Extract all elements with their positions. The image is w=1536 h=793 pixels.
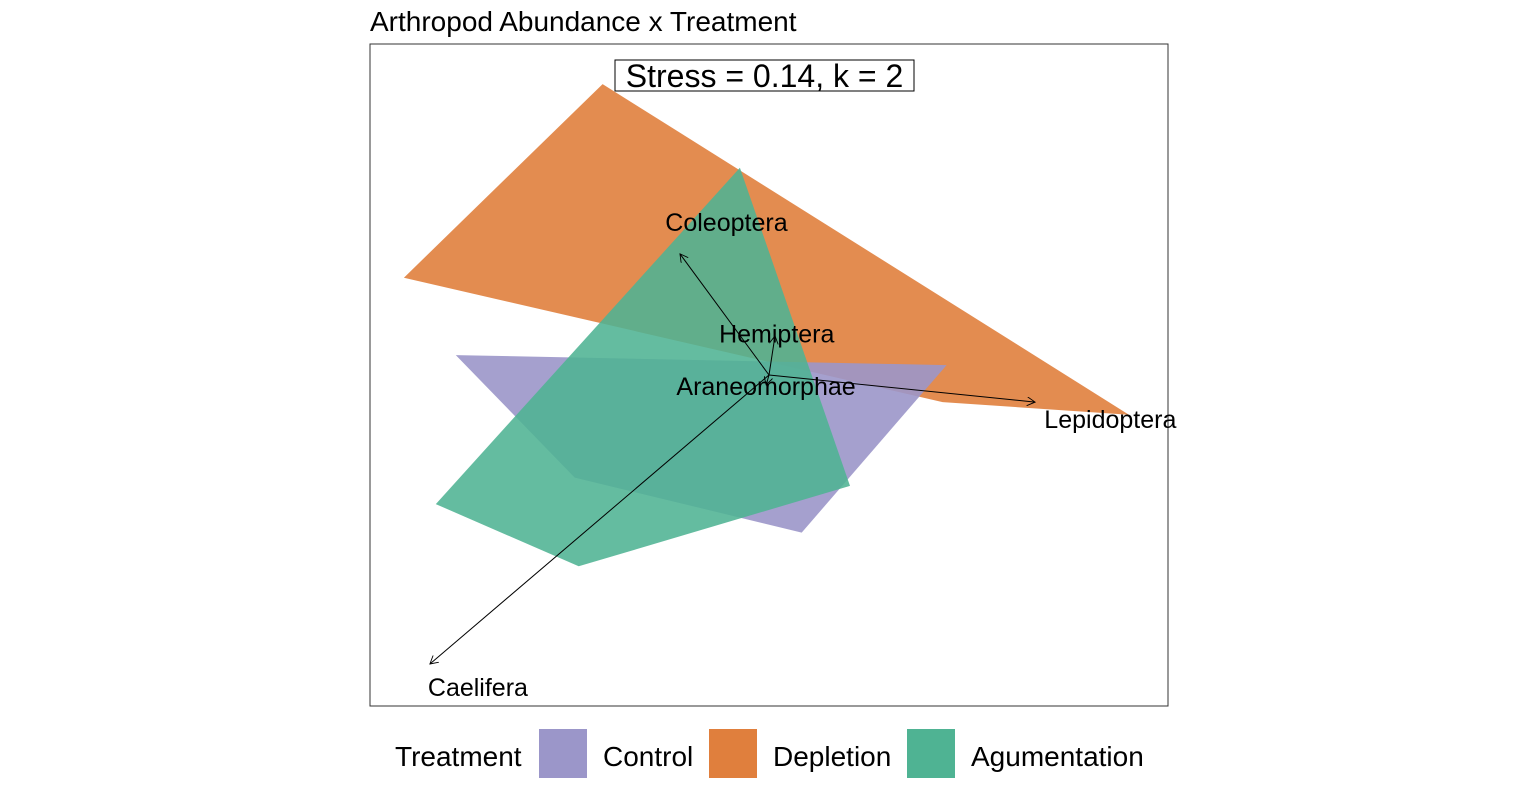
legend-swatch-agumentation: [907, 729, 955, 778]
legend-label-control: Control: [603, 741, 693, 772]
vector-label-lepidoptera: Lepidoptera: [1044, 406, 1176, 434]
stress-box: [614, 59, 915, 92]
vector-label-layer: Coleoptera Hemiptera Lepidoptera Araneomorp…: [428, 209, 1177, 702]
vector-label-caelifera: Caelifera: [428, 674, 528, 702]
vector-caelifera: [430, 374, 770, 664]
hull-agumentation: [435, 167, 850, 567]
stress-label: Stress = 0.14, k = 2: [626, 58, 903, 94]
vector-coleoptera: [680, 254, 770, 376]
legend-swatch-control: [539, 729, 587, 778]
vector-label-coleoptera: Coleoptera: [665, 209, 787, 237]
legend-label-depletion: Depletion: [773, 741, 891, 772]
stress-annotation: Stress = 0.14, k = 2: [614, 58, 915, 94]
chart-title: Arthropod Abundance x Treatment: [370, 6, 797, 37]
legend-swatch-depletion: [709, 729, 757, 778]
vector-layer: [430, 254, 1035, 664]
legend-title: Treatment: [395, 741, 522, 772]
vector-lepidoptera: [768, 374, 1035, 402]
legend: Treatment Control Depletion Agumentation: [395, 729, 1144, 778]
vector-araneomorphae: [766, 374, 769, 385]
legend-label-agumentation: Agumentation: [971, 741, 1144, 772]
hull-layer: [403, 84, 1129, 567]
vector-label-hemiptera: Hemiptera: [719, 321, 834, 349]
vector-hemiptera: [768, 336, 775, 376]
vector-label-araneomorphae: Araneomorphae: [676, 373, 855, 401]
